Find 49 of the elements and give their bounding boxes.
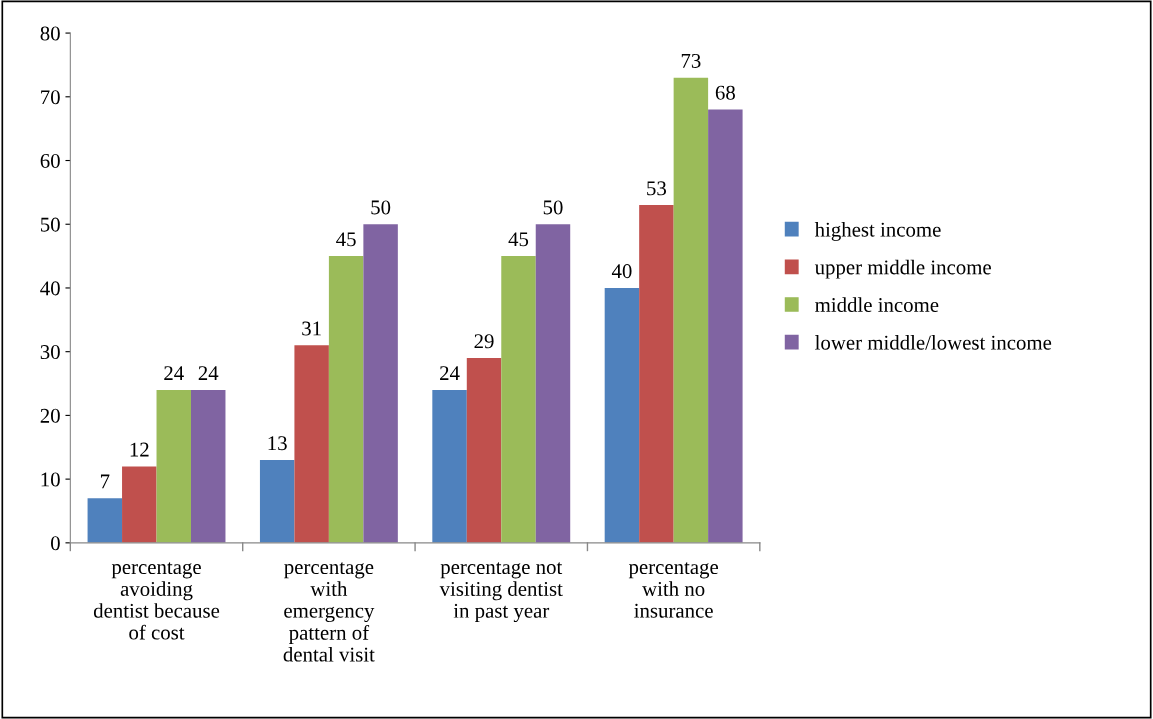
bar: [156, 389, 191, 543]
y-tick-label: 30: [40, 345, 60, 360]
bar: [466, 358, 502, 543]
data-label: 31: [302, 321, 321, 336]
data-label: 12: [130, 442, 149, 457]
bar: [328, 256, 364, 543]
bar: [708, 109, 743, 543]
x-tick-label: percentage avoiding dentist because of cost: [93, 562, 220, 640]
y-tick-label: 20: [40, 408, 60, 423]
x-tick-label: percentage not visiting dentist in past year: [439, 562, 563, 623]
data-label: 29: [474, 334, 494, 349]
bar: [122, 466, 157, 543]
data-label: 68: [715, 85, 735, 100]
bar: [294, 345, 329, 543]
y-tick-label: 10: [41, 472, 60, 487]
data-label: 50: [543, 200, 563, 215]
bar: [604, 287, 640, 543]
data-label: 24: [164, 366, 184, 380]
bar: [363, 224, 398, 543]
bar: [190, 389, 226, 543]
y-tick-label: 40: [40, 281, 60, 296]
legend-label: upper middle income: [814, 259, 991, 279]
data-label: 73: [681, 53, 701, 68]
data-label: 7: [100, 474, 110, 489]
y-tick-label: 60: [40, 153, 60, 168]
bar: [639, 205, 674, 543]
legend-label: middle income: [815, 297, 939, 313]
data-label: 24: [198, 366, 219, 380]
x-tick-label: percentage with no insurance: [628, 562, 719, 618]
legend-label: lower middle/lowest income: [815, 335, 1052, 350]
y-tick-label: 70: [41, 90, 60, 105]
bar: [87, 498, 123, 543]
data-label: 24: [440, 366, 460, 380]
bar: [432, 389, 467, 543]
y-tick-label: 80: [40, 26, 60, 41]
data-label: 40: [611, 264, 632, 279]
x-tick-label: percentage with emergency pattern of dental visit: [283, 562, 375, 662]
bar: [673, 77, 709, 543]
bar: [259, 460, 295, 543]
y-tick-label: 50: [40, 217, 60, 232]
data-label: 50: [371, 200, 391, 215]
data-label: 45: [508, 232, 529, 247]
y-tick-label: 0: [50, 536, 60, 551]
legend-label: highest income: [814, 222, 941, 241]
bar: [501, 256, 536, 543]
data-label: 13: [268, 436, 287, 451]
bar: [535, 224, 571, 543]
data-label: 53: [647, 181, 667, 196]
data-label: 45: [336, 232, 356, 247]
